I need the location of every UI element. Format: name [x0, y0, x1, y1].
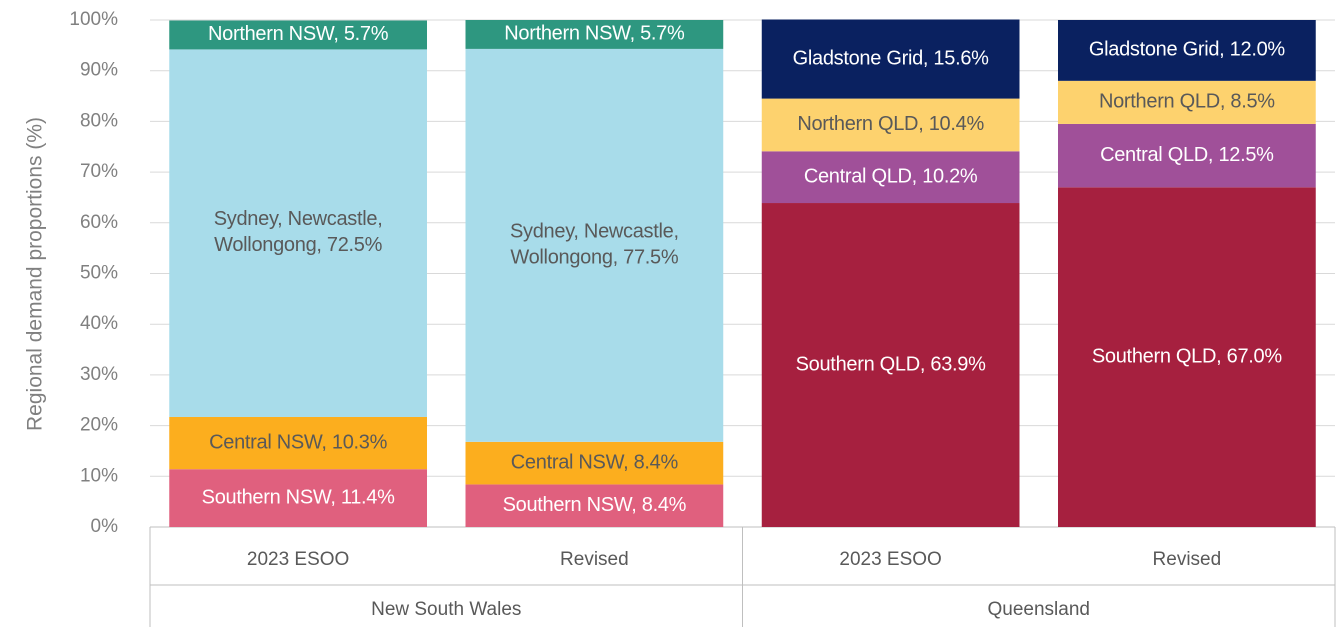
- x-tick-label: 2023 ESOO: [247, 549, 349, 570]
- y-tick-label: 60%: [80, 212, 118, 233]
- y-tick-label: 70%: [80, 161, 118, 182]
- data-label: Northern NSW, 5.7%: [208, 23, 389, 45]
- y-tick-label: 40%: [80, 313, 118, 334]
- y-axis-title: Regional demand proportions (%): [24, 117, 47, 431]
- bar-segment: [465, 441, 724, 485]
- bar-segment: [761, 19, 1020, 99]
- data-label: Southern QLD, 63.9%: [796, 353, 986, 375]
- x-tick-label: 2023 ESOO: [839, 549, 941, 570]
- bar-segment: [169, 469, 427, 527]
- data-label: Northern QLD, 10.4%: [797, 113, 984, 135]
- bar-segment: [761, 151, 1020, 204]
- y-tick-label: 100%: [69, 9, 118, 30]
- y-tick-label: 20%: [80, 415, 118, 436]
- bar-segment: [169, 49, 427, 417]
- y-tick-label: 50%: [80, 263, 118, 284]
- data-label: Central QLD, 10.2%: [804, 165, 978, 187]
- bar-segment: [1058, 20, 1316, 81]
- data-label: Gladstone Grid, 15.6%: [793, 47, 990, 69]
- group-label: Queensland: [988, 599, 1090, 620]
- bar-segment: [465, 484, 724, 527]
- y-tick-label: 80%: [80, 110, 118, 131]
- bar-segment: [169, 20, 427, 50]
- y-tick-label: 90%: [80, 60, 118, 81]
- data-label: Southern NSW, 11.4%: [202, 486, 395, 508]
- data-label: Sydney, Newcastle, Wollongong, 77.5%: [510, 221, 679, 269]
- data-label: Sydney, Newcastle, Wollongong, 72.5%: [214, 208, 383, 256]
- y-tick-label: 0%: [91, 516, 119, 537]
- data-label: Northern NSW, 5.7%: [504, 23, 685, 45]
- data-label: Northern QLD, 8.5%: [1099, 91, 1275, 113]
- bar-segment: [465, 48, 724, 442]
- x-tick-label: Revised: [1153, 549, 1222, 570]
- y-tick-label: 30%: [80, 364, 118, 385]
- bar-segment: [761, 203, 1020, 528]
- bar-segment: [1058, 80, 1316, 124]
- group-label: New South Wales: [371, 599, 521, 620]
- x-tick-label: Revised: [560, 549, 629, 570]
- data-label: Gladstone Grid, 12.0%: [1089, 39, 1286, 61]
- bar-segment: [1058, 123, 1316, 188]
- data-label: Central NSW, 8.4%: [511, 451, 679, 473]
- data-label: Central QLD, 12.5%: [1100, 144, 1274, 166]
- data-label: Central NSW, 10.3%: [209, 431, 388, 453]
- bar-segment: [465, 20, 724, 49]
- data-label: Southern QLD, 67.0%: [1092, 345, 1282, 367]
- y-tick-label: 10%: [80, 465, 118, 486]
- bar-segment: [1058, 187, 1316, 527]
- bar-segment: [761, 98, 1020, 152]
- data-label: Southern NSW, 8.4%: [503, 494, 687, 516]
- bar-segment: [169, 416, 427, 470]
